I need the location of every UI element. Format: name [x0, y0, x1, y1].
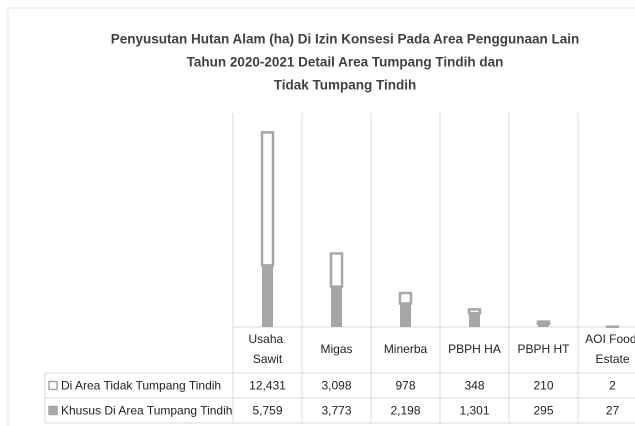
- x-tick-label: PBPH HA: [448, 342, 501, 356]
- legend-label: Di Area Tidak Tumpang Tindih: [61, 379, 221, 393]
- legend-label: Khusus Di Area Tumpang Tindih: [61, 404, 232, 418]
- bar-segment: [469, 313, 480, 327]
- data-label: 3,773: [321, 404, 351, 418]
- bar-segment: [260, 131, 275, 267]
- legend-swatch: [48, 405, 58, 416]
- chart-title: Penyusutan Hutan Alam (ha) Di Izin Konse…: [111, 32, 580, 47]
- data-label: 2: [609, 379, 616, 393]
- x-tick-label: AOI Food Estate: [585, 332, 635, 366]
- data-label: 978: [395, 379, 415, 393]
- bar-segment: [536, 320, 551, 326]
- bar-segment: [329, 252, 344, 288]
- data-label: 27: [606, 404, 620, 418]
- data-label: 295: [533, 404, 553, 418]
- chart-title: Tidak Tumpang Tindih: [274, 78, 417, 93]
- data-label: 210: [533, 379, 553, 393]
- x-tick-label: Migas: [320, 342, 352, 356]
- bar-segment: [467, 308, 482, 315]
- bar-segment: [331, 286, 342, 327]
- bar-segment: [400, 303, 411, 327]
- data-label: 3,098: [321, 379, 351, 393]
- data-label: 1,301: [459, 404, 489, 418]
- data-label: 12,431: [249, 379, 286, 393]
- data-label: 348: [464, 379, 484, 393]
- chart-title: Tahun 2020-2021 Detail Area Tumpang Tind…: [187, 55, 504, 70]
- x-tick-label: PBPH HT: [517, 342, 570, 356]
- bar-segment: [538, 323, 549, 327]
- bar-segment: [398, 291, 413, 305]
- bar-segment: [262, 265, 273, 327]
- legend-swatch: [48, 380, 58, 391]
- x-tick-label: Minerba: [384, 342, 428, 356]
- x-tick-label: Usaha Sawit: [248, 332, 286, 366]
- data-label: 5,759: [252, 404, 282, 418]
- data-label: 2,198: [390, 404, 420, 418]
